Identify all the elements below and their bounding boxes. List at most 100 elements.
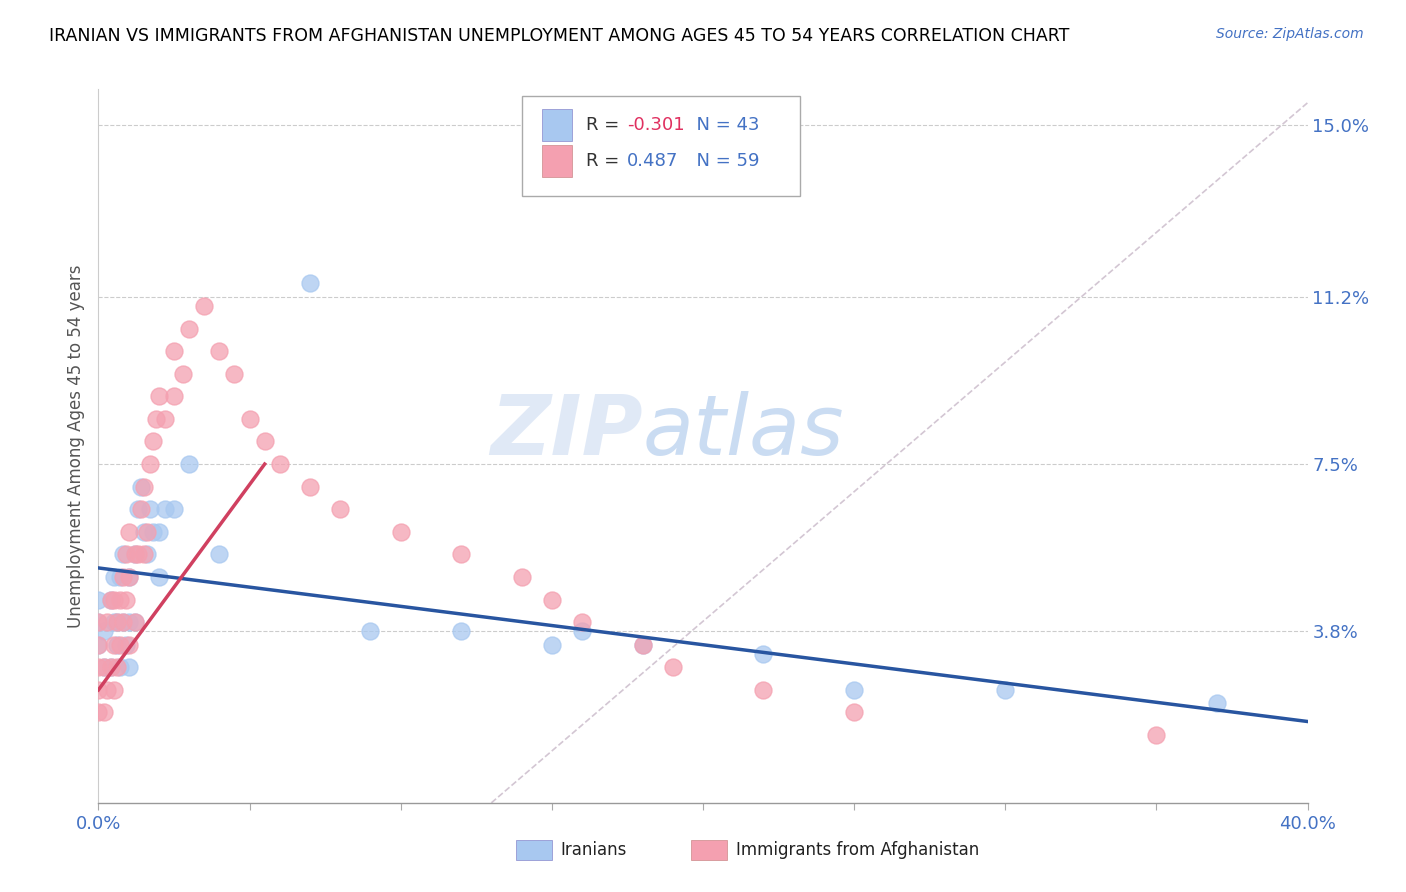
Point — [124, 548, 146, 562]
Point — [540, 592, 562, 607]
Point — [844, 706, 866, 720]
Point — [179, 457, 201, 471]
Point — [100, 592, 122, 607]
Point — [389, 524, 412, 539]
Point — [163, 344, 186, 359]
Point — [114, 548, 136, 562]
Point — [87, 592, 110, 607]
Text: ZIP: ZIP — [489, 392, 643, 472]
Point — [253, 434, 276, 449]
Point — [142, 524, 165, 539]
Point — [118, 660, 141, 674]
FancyBboxPatch shape — [543, 109, 572, 141]
Text: -0.301: -0.301 — [627, 116, 685, 134]
Point — [129, 502, 152, 516]
Point — [844, 682, 866, 697]
Point — [111, 548, 134, 562]
Point — [148, 570, 170, 584]
Text: R =: R = — [586, 152, 624, 169]
Point — [118, 570, 141, 584]
Point — [631, 638, 654, 652]
FancyBboxPatch shape — [516, 840, 551, 860]
Point — [752, 682, 775, 697]
Point — [96, 615, 118, 629]
Point — [87, 615, 110, 629]
Point — [163, 502, 186, 516]
Point — [163, 389, 186, 403]
Point — [93, 706, 115, 720]
Point — [139, 457, 162, 471]
Point — [132, 480, 155, 494]
Point — [103, 638, 125, 652]
Point — [135, 548, 157, 562]
Point — [360, 624, 382, 639]
Point — [118, 570, 141, 584]
Point — [124, 548, 146, 562]
Point — [87, 638, 110, 652]
Point — [299, 277, 322, 291]
Point — [108, 570, 131, 584]
Point — [87, 615, 110, 629]
Point — [148, 524, 170, 539]
Point — [87, 682, 110, 697]
Point — [105, 615, 128, 629]
Text: N = 43: N = 43 — [685, 116, 759, 134]
Text: Immigrants from Afghanistan: Immigrants from Afghanistan — [735, 841, 979, 859]
Point — [179, 321, 201, 335]
Point — [153, 502, 176, 516]
Point — [96, 682, 118, 697]
Point — [103, 682, 125, 697]
Point — [93, 660, 115, 674]
Point — [142, 434, 165, 449]
Point — [631, 638, 654, 652]
Point — [103, 592, 125, 607]
Point — [100, 660, 122, 674]
Point — [1206, 697, 1229, 711]
Point — [145, 412, 167, 426]
Point — [224, 367, 246, 381]
Point — [450, 548, 472, 562]
Point — [148, 389, 170, 403]
Point — [269, 457, 291, 471]
Point — [93, 660, 115, 674]
Point — [752, 647, 775, 661]
Point — [118, 615, 141, 629]
Point — [193, 299, 215, 313]
Point — [111, 615, 134, 629]
Point — [510, 570, 533, 584]
Point — [239, 412, 262, 426]
Point — [124, 615, 146, 629]
Point — [127, 502, 149, 516]
Point — [661, 660, 683, 674]
Point — [571, 624, 593, 639]
Point — [208, 548, 231, 562]
FancyBboxPatch shape — [543, 145, 572, 177]
Text: R =: R = — [586, 116, 624, 134]
FancyBboxPatch shape — [522, 96, 800, 196]
Point — [129, 480, 152, 494]
Point — [108, 660, 131, 674]
Point — [132, 548, 155, 562]
Point — [1144, 728, 1167, 742]
Point — [540, 638, 562, 652]
Point — [105, 615, 128, 629]
Point — [103, 570, 125, 584]
Text: 0.487: 0.487 — [627, 152, 678, 169]
Point — [100, 660, 122, 674]
Text: Source: ZipAtlas.com: Source: ZipAtlas.com — [1216, 27, 1364, 41]
Point — [105, 660, 128, 674]
Point — [87, 660, 110, 674]
Point — [103, 615, 125, 629]
Text: IRANIAN VS IMMIGRANTS FROM AFGHANISTAN UNEMPLOYMENT AMONG AGES 45 TO 54 YEARS CO: IRANIAN VS IMMIGRANTS FROM AFGHANISTAN U… — [49, 27, 1070, 45]
Point — [571, 615, 593, 629]
Text: N = 59: N = 59 — [685, 152, 759, 169]
Point — [87, 706, 110, 720]
Point — [111, 570, 134, 584]
Point — [118, 524, 141, 539]
Y-axis label: Unemployment Among Ages 45 to 54 years: Unemployment Among Ages 45 to 54 years — [66, 264, 84, 628]
Point — [153, 412, 176, 426]
Point — [124, 615, 146, 629]
Point — [118, 638, 141, 652]
FancyBboxPatch shape — [690, 840, 727, 860]
Point — [87, 638, 110, 652]
